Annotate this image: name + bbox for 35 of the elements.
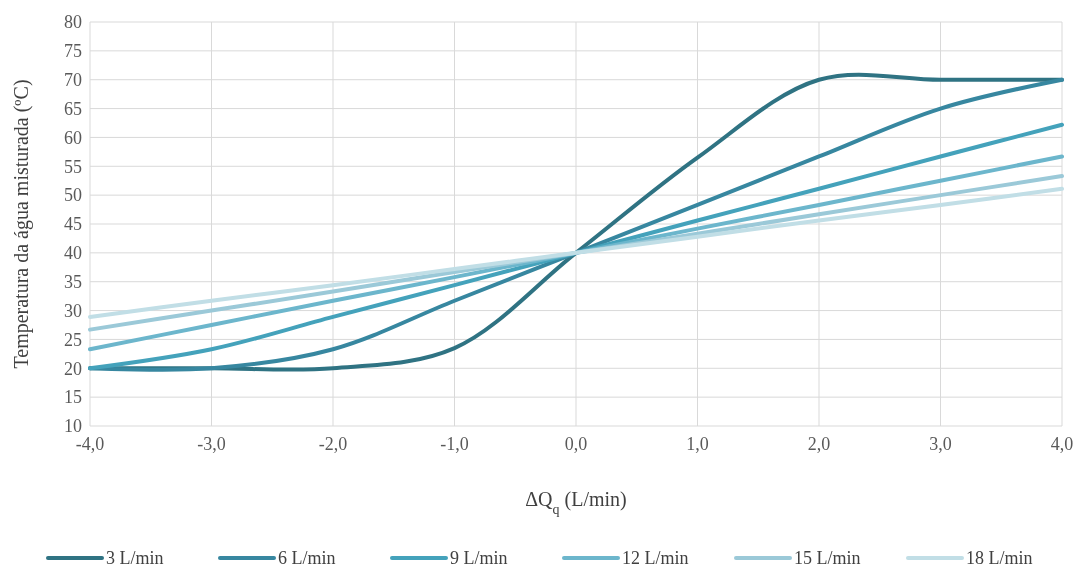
line-series [88,154,1064,352]
y-tick-label: 10 [64,416,82,437]
y-tick-label: 60 [64,127,82,148]
x-tick-label: -3,0 [197,434,226,454]
y-tick-label: 15 [64,387,82,408]
y-tick-label: 35 [64,272,82,293]
x-axis-title: ΔQ$_{q}$ (L/min) [525,488,627,517]
legend-label: 12 L/min [622,548,689,568]
y-axis-title: Temperatura da água misturada (ºC) [10,79,33,369]
x-tick-label: -1,0 [440,434,469,454]
x-tick-label: 0,0 [564,434,588,454]
x-tick-label: 2,0 [807,434,831,454]
y-tick-label: 40 [64,243,82,264]
legend-label: 18 L/min [966,548,1033,568]
y-tick-label: 30 [64,300,82,321]
x-tick-label: 1,0 [686,434,709,454]
y-tick-label: 55 [64,156,82,177]
x-tick-label: 3,0 [929,434,952,454]
line-series [88,122,1064,371]
line-series [88,186,1064,319]
x-tick-label: 4,0 [1050,434,1074,454]
y-tick-label: 50 [64,185,82,206]
legend-label: 6 L/min [278,548,336,568]
y-tick-label: 70 [64,70,82,91]
y-tick-label: 20 [64,358,82,379]
y-tick-label: 80 [64,12,82,33]
y-tick-label: 25 [64,329,82,350]
legend-label: 3 L/min [106,548,164,568]
y-tick-label: 65 [64,98,82,119]
legend-label: 9 L/min [450,548,508,568]
x-tick-label: -2,0 [318,434,348,454]
legend-label: 15 L/min [794,548,861,568]
y-tick-label: 45 [64,214,82,235]
y-tick-label: 75 [64,41,82,62]
x-tick-label: -4,0 [75,434,105,454]
